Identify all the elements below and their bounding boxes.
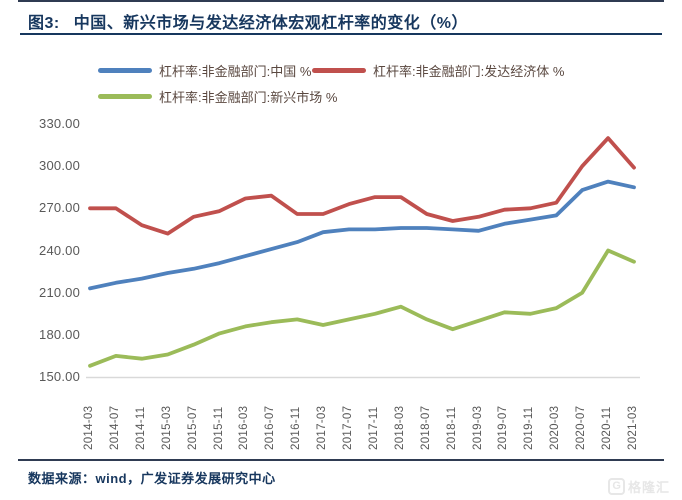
x-axis-tick-label: 2015-07 bbox=[186, 405, 199, 450]
x-axis-tick-label: 2021-03 bbox=[627, 405, 639, 450]
x-axis-tick-label: 2017-11 bbox=[367, 406, 380, 450]
legend-item-china: 杠杆率:非金融部门:中国 % bbox=[98, 62, 312, 79]
x-axis-tick-label: 2014-07 bbox=[108, 405, 121, 450]
developed-line-swatch bbox=[312, 67, 366, 73]
x-axis-tick-label: 2015-11 bbox=[212, 406, 225, 450]
china-line-swatch bbox=[98, 67, 152, 73]
bottom-divider bbox=[18, 459, 664, 461]
y-axis-tick-label: 150.00 bbox=[39, 369, 80, 384]
y-axis-tick-label: 300.00 bbox=[39, 158, 80, 174]
x-axis-tick-label: 2016-11 bbox=[290, 406, 303, 450]
x-axis-tick-label: 2018-11 bbox=[445, 406, 458, 450]
x-axis-tick-label: 2016-07 bbox=[264, 405, 277, 450]
figure-number: 图3: bbox=[28, 15, 60, 32]
y-axis-tick-label: 330.00 bbox=[39, 116, 80, 131]
x-axis-tick-label: 2017-03 bbox=[316, 405, 329, 450]
source-note: 数据来源：wind，广发证券发展研究中心 bbox=[28, 471, 276, 486]
legend-label-emerging: 杠杆率:非金融部门:新兴市场 % bbox=[159, 89, 338, 105]
y-axis-tick-label: 240.00 bbox=[39, 242, 80, 258]
top-divider bbox=[18, 0, 664, 2]
figure-title: 图3: 中国、新兴市场与发达经济体宏观杠杆率的变化（%） bbox=[28, 9, 468, 33]
x-axis-tick-label: 2020-03 bbox=[549, 405, 562, 450]
x-axis-tick-label: 2018-03 bbox=[393, 405, 406, 450]
x-axis-tick-label: 2017-07 bbox=[342, 405, 355, 450]
x-axis-tick-label: 2019-11 bbox=[523, 406, 536, 450]
x-axis-tick-label: 2014-11 bbox=[134, 406, 147, 450]
emerging-line-swatch bbox=[98, 93, 152, 99]
x-axis-tick-label: 2019-03 bbox=[471, 405, 484, 450]
x-axis-tick-label: 2018-07 bbox=[419, 405, 432, 450]
legend-label-developed: 杠杆率:非金融部门:发达经济体 % bbox=[373, 63, 565, 79]
x-axis-tick-label: 2020-07 bbox=[575, 405, 588, 450]
x-axis-tick-label: 2016-03 bbox=[238, 405, 251, 450]
y-axis-tick-label: 210.00 bbox=[39, 284, 80, 300]
y-axis-tick-label: 270.00 bbox=[39, 200, 80, 216]
series-line-china bbox=[88, 179, 636, 291]
series-line-emerging bbox=[88, 248, 636, 368]
gelonghui-watermark: G 格隆汇 bbox=[608, 477, 670, 496]
y-axis-tick-label: 180.00 bbox=[39, 326, 80, 342]
series-line-developed bbox=[88, 136, 636, 236]
gelonghui-logo-icon: G bbox=[608, 478, 625, 495]
x-axis-tick-label: 2019-07 bbox=[497, 405, 510, 450]
legend-label-china: 杠杆率:非金融部门:中国 % bbox=[159, 63, 312, 79]
gelonghui-logo-text: 格隆汇 bbox=[627, 480, 670, 495]
x-axis-tick-label: 2020-11 bbox=[601, 406, 614, 450]
figure-title-text: 中国、新兴市场与发达经济体宏观杠杆率的变化（%） bbox=[73, 15, 468, 32]
legend-item-emerging: 杠杆率:非金融部门:新兴市场 % bbox=[98, 88, 338, 105]
x-axis-tick-label: 2014-03 bbox=[83, 405, 95, 450]
x-axis-tick-label: 2015-03 bbox=[160, 405, 173, 450]
legend-item-developed: 杠杆率:非金融部门:发达经济体 % bbox=[312, 62, 565, 79]
title-underline bbox=[20, 33, 662, 35]
